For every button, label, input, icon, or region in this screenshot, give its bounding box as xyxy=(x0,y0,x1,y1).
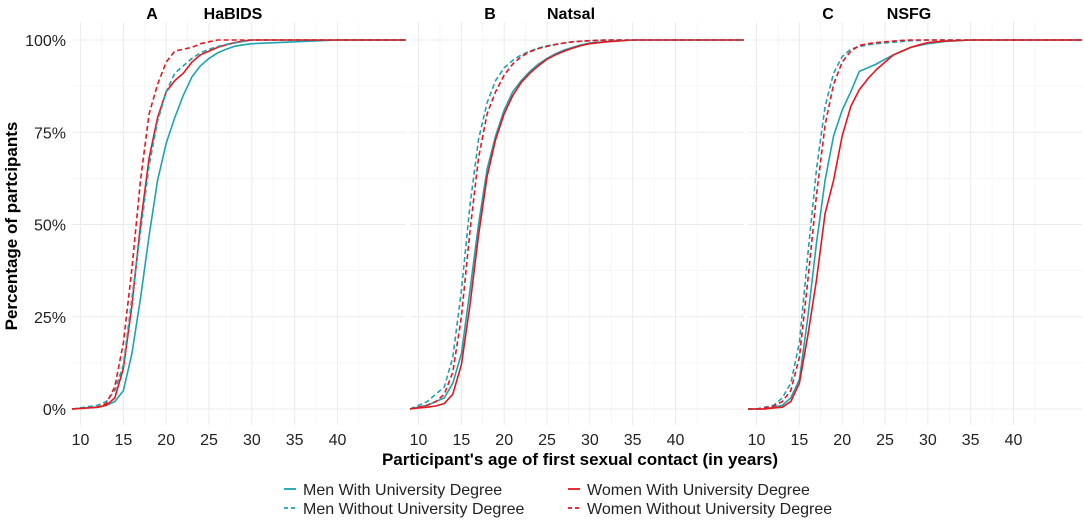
x-tick-label: 30 xyxy=(581,432,599,449)
legend-item: Women Without University Degree xyxy=(568,501,832,518)
x-tick-label: 15 xyxy=(790,432,808,449)
x-tick-label: 35 xyxy=(624,432,642,449)
x-tick-label: 15 xyxy=(114,432,132,449)
series-line xyxy=(71,39,406,410)
panel-letter: C xyxy=(822,6,834,23)
panel-letter: A xyxy=(146,6,158,23)
panel-title: Natsal xyxy=(547,6,595,23)
y-tick-label: 100% xyxy=(25,33,66,50)
x-tick-label: 15 xyxy=(452,432,470,449)
x-tick-label: 40 xyxy=(329,432,347,449)
y-tick-label: 50% xyxy=(34,218,66,235)
x-tick-label: 35 xyxy=(962,432,980,449)
series-line xyxy=(71,39,406,410)
x-tick-label: 35 xyxy=(286,432,304,449)
panel-title: NSFG xyxy=(887,6,931,23)
panel-letter: B xyxy=(484,6,496,23)
chart-legend: Men With University Degree Women With Uni… xyxy=(284,482,832,518)
x-tick-label: 20 xyxy=(495,432,513,449)
chart-panels: 10 15 20 25 30 35 40 0% 25% 50% 75% 100% A HaBIDS 10 15… xyxy=(25,6,1082,449)
y-tick-label: 0% xyxy=(43,402,66,419)
x-tick-label: 10 xyxy=(72,432,90,449)
panel-B: 10 15 20 25 30 35 40 B Natsal xyxy=(410,6,744,449)
x-tick-label: 30 xyxy=(919,432,937,449)
panel-A: 10 15 20 25 30 35 40 0% 25% 50% 75% 100% A HaBIDS xyxy=(25,6,406,449)
x-tick-label: 20 xyxy=(157,432,175,449)
legend-item: Men Without University Degree xyxy=(284,501,525,518)
x-tick-label: 20 xyxy=(833,432,851,449)
y-axis-title: Percentage of partcipants xyxy=(2,122,21,331)
y-tick-label: 75% xyxy=(34,125,66,142)
x-axis-title: Participant's age of first sexual contac… xyxy=(382,450,778,469)
y-tick-label: 25% xyxy=(34,310,66,327)
legend-label: Women With University Degree xyxy=(587,482,810,499)
legend-label: Men With University Degree xyxy=(303,482,502,499)
legend-label: Men Without University Degree xyxy=(303,501,525,518)
x-tick-label: 25 xyxy=(200,432,218,449)
series-line xyxy=(409,39,744,410)
legend-item: Men With University Degree xyxy=(284,482,502,499)
series-line xyxy=(748,39,1082,410)
x-tick-label: 10 xyxy=(748,432,766,449)
panel-C: 10 15 20 25 30 35 40 C NSFG xyxy=(748,6,1082,449)
panel-title: HaBIDS xyxy=(204,6,263,23)
legend-item: Women With University Degree xyxy=(568,482,810,499)
legend-label: Women Without University Degree xyxy=(587,501,832,518)
x-tick-label: 30 xyxy=(243,432,261,449)
x-tick-label: 25 xyxy=(876,432,894,449)
x-tick-label: 10 xyxy=(410,432,428,449)
x-tick-label: 40 xyxy=(667,432,685,449)
x-tick-label: 25 xyxy=(538,432,556,449)
series-line xyxy=(409,39,744,410)
x-tick-label: 40 xyxy=(1005,432,1023,449)
series-line xyxy=(748,39,1082,410)
